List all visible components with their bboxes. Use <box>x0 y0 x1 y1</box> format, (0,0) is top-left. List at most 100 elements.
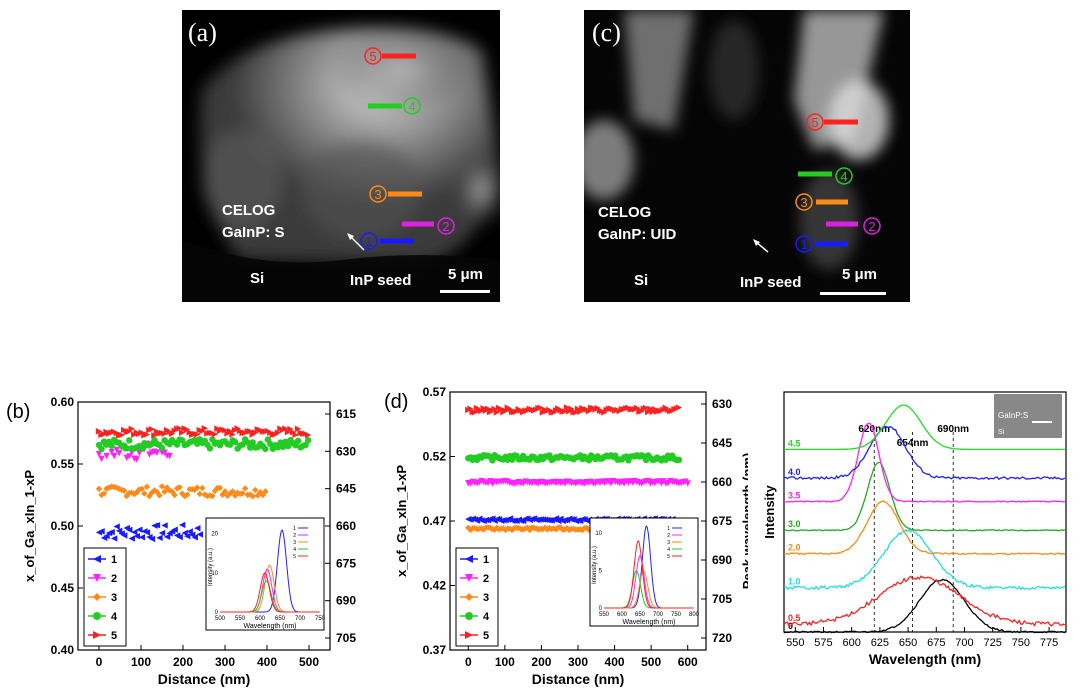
data-point <box>684 480 691 487</box>
inset-x-tick: 550 <box>599 612 610 618</box>
x-tick-label: 550 <box>786 637 804 649</box>
inset-x-tick: 750 <box>671 612 682 618</box>
data-point <box>252 429 259 436</box>
inset-y-tick: 20 <box>211 532 218 538</box>
legend-label: 1 <box>483 554 489 566</box>
data-point <box>176 533 183 541</box>
data-point <box>143 529 151 536</box>
y2-tick-label: 660 <box>336 519 356 533</box>
data-point <box>642 404 650 412</box>
data-point <box>489 457 496 464</box>
series-5 <box>95 425 312 439</box>
y2-tick-label: 690 <box>336 594 356 608</box>
inset-x-tick: 750 <box>315 616 326 622</box>
spectrum-label: 3.5 <box>788 491 801 501</box>
data-point <box>143 483 151 490</box>
chart-b: (b)0 100 200 300 400 5000.400.450.500.550.606… <box>6 395 356 687</box>
x-tick-label: 500 <box>299 655 319 669</box>
data-point <box>98 455 105 463</box>
y2-tick-label: 630 <box>336 444 356 458</box>
legend-marker <box>93 555 101 563</box>
data-point <box>287 425 294 433</box>
legend-marker <box>465 593 473 601</box>
data-point <box>176 484 183 491</box>
y2-tick-label: 690 <box>712 553 732 567</box>
data-point <box>484 405 492 412</box>
data-point <box>294 425 302 433</box>
data-point <box>176 425 183 432</box>
data-point <box>284 442 292 450</box>
legend-label: 2 <box>111 573 117 585</box>
data-point <box>249 493 256 500</box>
series-4 <box>95 436 312 453</box>
data-point <box>163 533 171 541</box>
data-point <box>178 437 186 444</box>
label-celog-c: CELOG <box>598 204 652 221</box>
data-point <box>292 431 299 439</box>
data-point <box>491 405 498 413</box>
data-point <box>247 428 254 435</box>
data-point <box>294 437 302 445</box>
sem-inset <box>994 394 1062 438</box>
data-point <box>199 484 206 492</box>
x-tick-label: 100 <box>131 655 151 669</box>
peak-annotation: 620nm <box>858 424 890 435</box>
x-tick-label: 775 <box>1040 637 1058 649</box>
data-point <box>143 431 151 438</box>
data-point <box>279 443 287 451</box>
spectrum-label: 1.0 <box>788 577 801 587</box>
inset-x-tick: 700 <box>295 616 306 622</box>
data-point <box>196 490 203 498</box>
micrograph-c: (c) CELOG GaInP: UID Si InP seed 5 μm 5 … <box>574 10 910 302</box>
y2-tick-label: 705 <box>712 592 732 606</box>
inset-legend-label: 2 <box>293 533 296 539</box>
x-tick-label: 400 <box>257 655 277 669</box>
data-point <box>645 408 652 416</box>
data-point <box>239 490 246 497</box>
micrograph-a: (a) CELOG GaInP: S Si InP seed 5 μm 5 4 … <box>182 10 512 302</box>
inset-legend-label: 5 <box>667 554 670 560</box>
y2-tick-label: 630 <box>712 397 732 411</box>
data-point <box>252 486 259 494</box>
data-point <box>191 534 198 541</box>
inset-y-tick: 10 <box>595 531 602 537</box>
data-point <box>118 486 125 494</box>
inset-legend-label: 2 <box>667 533 670 539</box>
inset-x-tick: 600 <box>617 612 628 618</box>
data-point <box>108 528 115 536</box>
data-point <box>148 425 156 433</box>
data-point <box>95 428 103 435</box>
data-point <box>158 444 166 452</box>
marker-circle-5-c <box>806 113 824 131</box>
x-tick-label: 400 <box>605 655 625 669</box>
x-tick-label: 675 <box>927 637 945 649</box>
panel-letter-a: (a) <box>188 18 217 47</box>
data-point <box>194 431 201 438</box>
data-point <box>244 439 251 446</box>
spectrum-3.5 <box>783 422 1066 503</box>
marker-circle-3-a <box>369 185 387 203</box>
marker-num-5-a: 5 <box>369 49 376 64</box>
inset-legend-label: 1 <box>293 526 296 532</box>
data-point <box>181 529 188 537</box>
data-point <box>493 409 501 416</box>
data-point <box>136 526 143 533</box>
y2-tick-label: 720 <box>712 631 732 645</box>
marker-num-2-a: 2 <box>442 219 449 234</box>
inset-x-tick: 550 <box>235 616 246 622</box>
inset-x-tick: 500 <box>215 616 226 622</box>
sem-inset-label: GaInP:S <box>998 411 1028 420</box>
spectrum-1.0 <box>783 528 1066 591</box>
data-point <box>103 452 110 460</box>
x-tick-label: 200 <box>531 655 551 669</box>
data-point <box>173 441 181 448</box>
marker-circle-1-a <box>360 232 378 250</box>
data-point <box>304 431 312 439</box>
data-point <box>138 534 146 541</box>
scalebar-c <box>820 292 886 295</box>
data-point <box>563 404 571 411</box>
x-tick-label: 300 <box>568 655 588 669</box>
legend-label: 5 <box>111 630 117 642</box>
data-point <box>561 526 569 533</box>
data-point <box>572 409 580 416</box>
